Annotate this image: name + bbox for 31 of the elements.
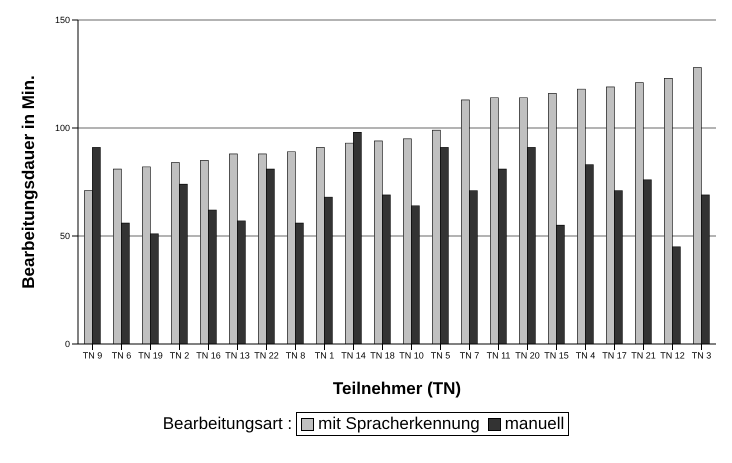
x-tick-label: TN 22 bbox=[254, 350, 279, 360]
x-tick-label: TN 13 bbox=[225, 350, 250, 360]
y-tick-label: 100 bbox=[54, 123, 70, 134]
y-tick-label: 0 bbox=[64, 339, 70, 350]
y-tick-label: 150 bbox=[54, 15, 70, 26]
x-tick-label: TN 12 bbox=[660, 350, 685, 360]
x-tick-label: TN 7 bbox=[460, 350, 480, 360]
legend-label: manuell bbox=[504, 414, 564, 434]
x-tick-label: TN 9 bbox=[82, 350, 102, 360]
x-tick-label: TN 4 bbox=[576, 350, 596, 360]
legend-title: Bearbeitungsart : bbox=[162, 414, 292, 434]
x-tick-label: TN 1 bbox=[314, 350, 334, 360]
x-tick-label: TN 20 bbox=[515, 350, 540, 360]
x-tick-label: TN 8 bbox=[286, 350, 306, 360]
x-axis-title: Teilnehmer (TN) bbox=[332, 379, 462, 398]
x-tick-label: TN 14 bbox=[341, 350, 366, 360]
x-tick-label: TN 17 bbox=[602, 350, 627, 360]
y-axis-title: Bearbeitungsdauer in Min. bbox=[19, 75, 38, 289]
x-tick-label: TN 19 bbox=[138, 350, 163, 360]
x-tick-label: TN 11 bbox=[486, 350, 510, 360]
x-tick-label: TN 6 bbox=[112, 350, 132, 360]
x-tick-label: TN 2 bbox=[170, 350, 190, 360]
x-tick-label: TN 5 bbox=[430, 350, 450, 360]
x-tick-label: TN 10 bbox=[399, 350, 424, 360]
y-tick-label: 50 bbox=[60, 231, 70, 242]
x-tick-label: TN 15 bbox=[544, 350, 569, 360]
legend-label: mit Spracherkennung bbox=[317, 414, 480, 434]
x-tick-label: TN 16 bbox=[196, 350, 221, 360]
x-tick-label: TN 21 bbox=[631, 350, 656, 360]
x-tick-label: TN 18 bbox=[370, 350, 395, 360]
x-tick-label: TN 3 bbox=[692, 350, 712, 360]
